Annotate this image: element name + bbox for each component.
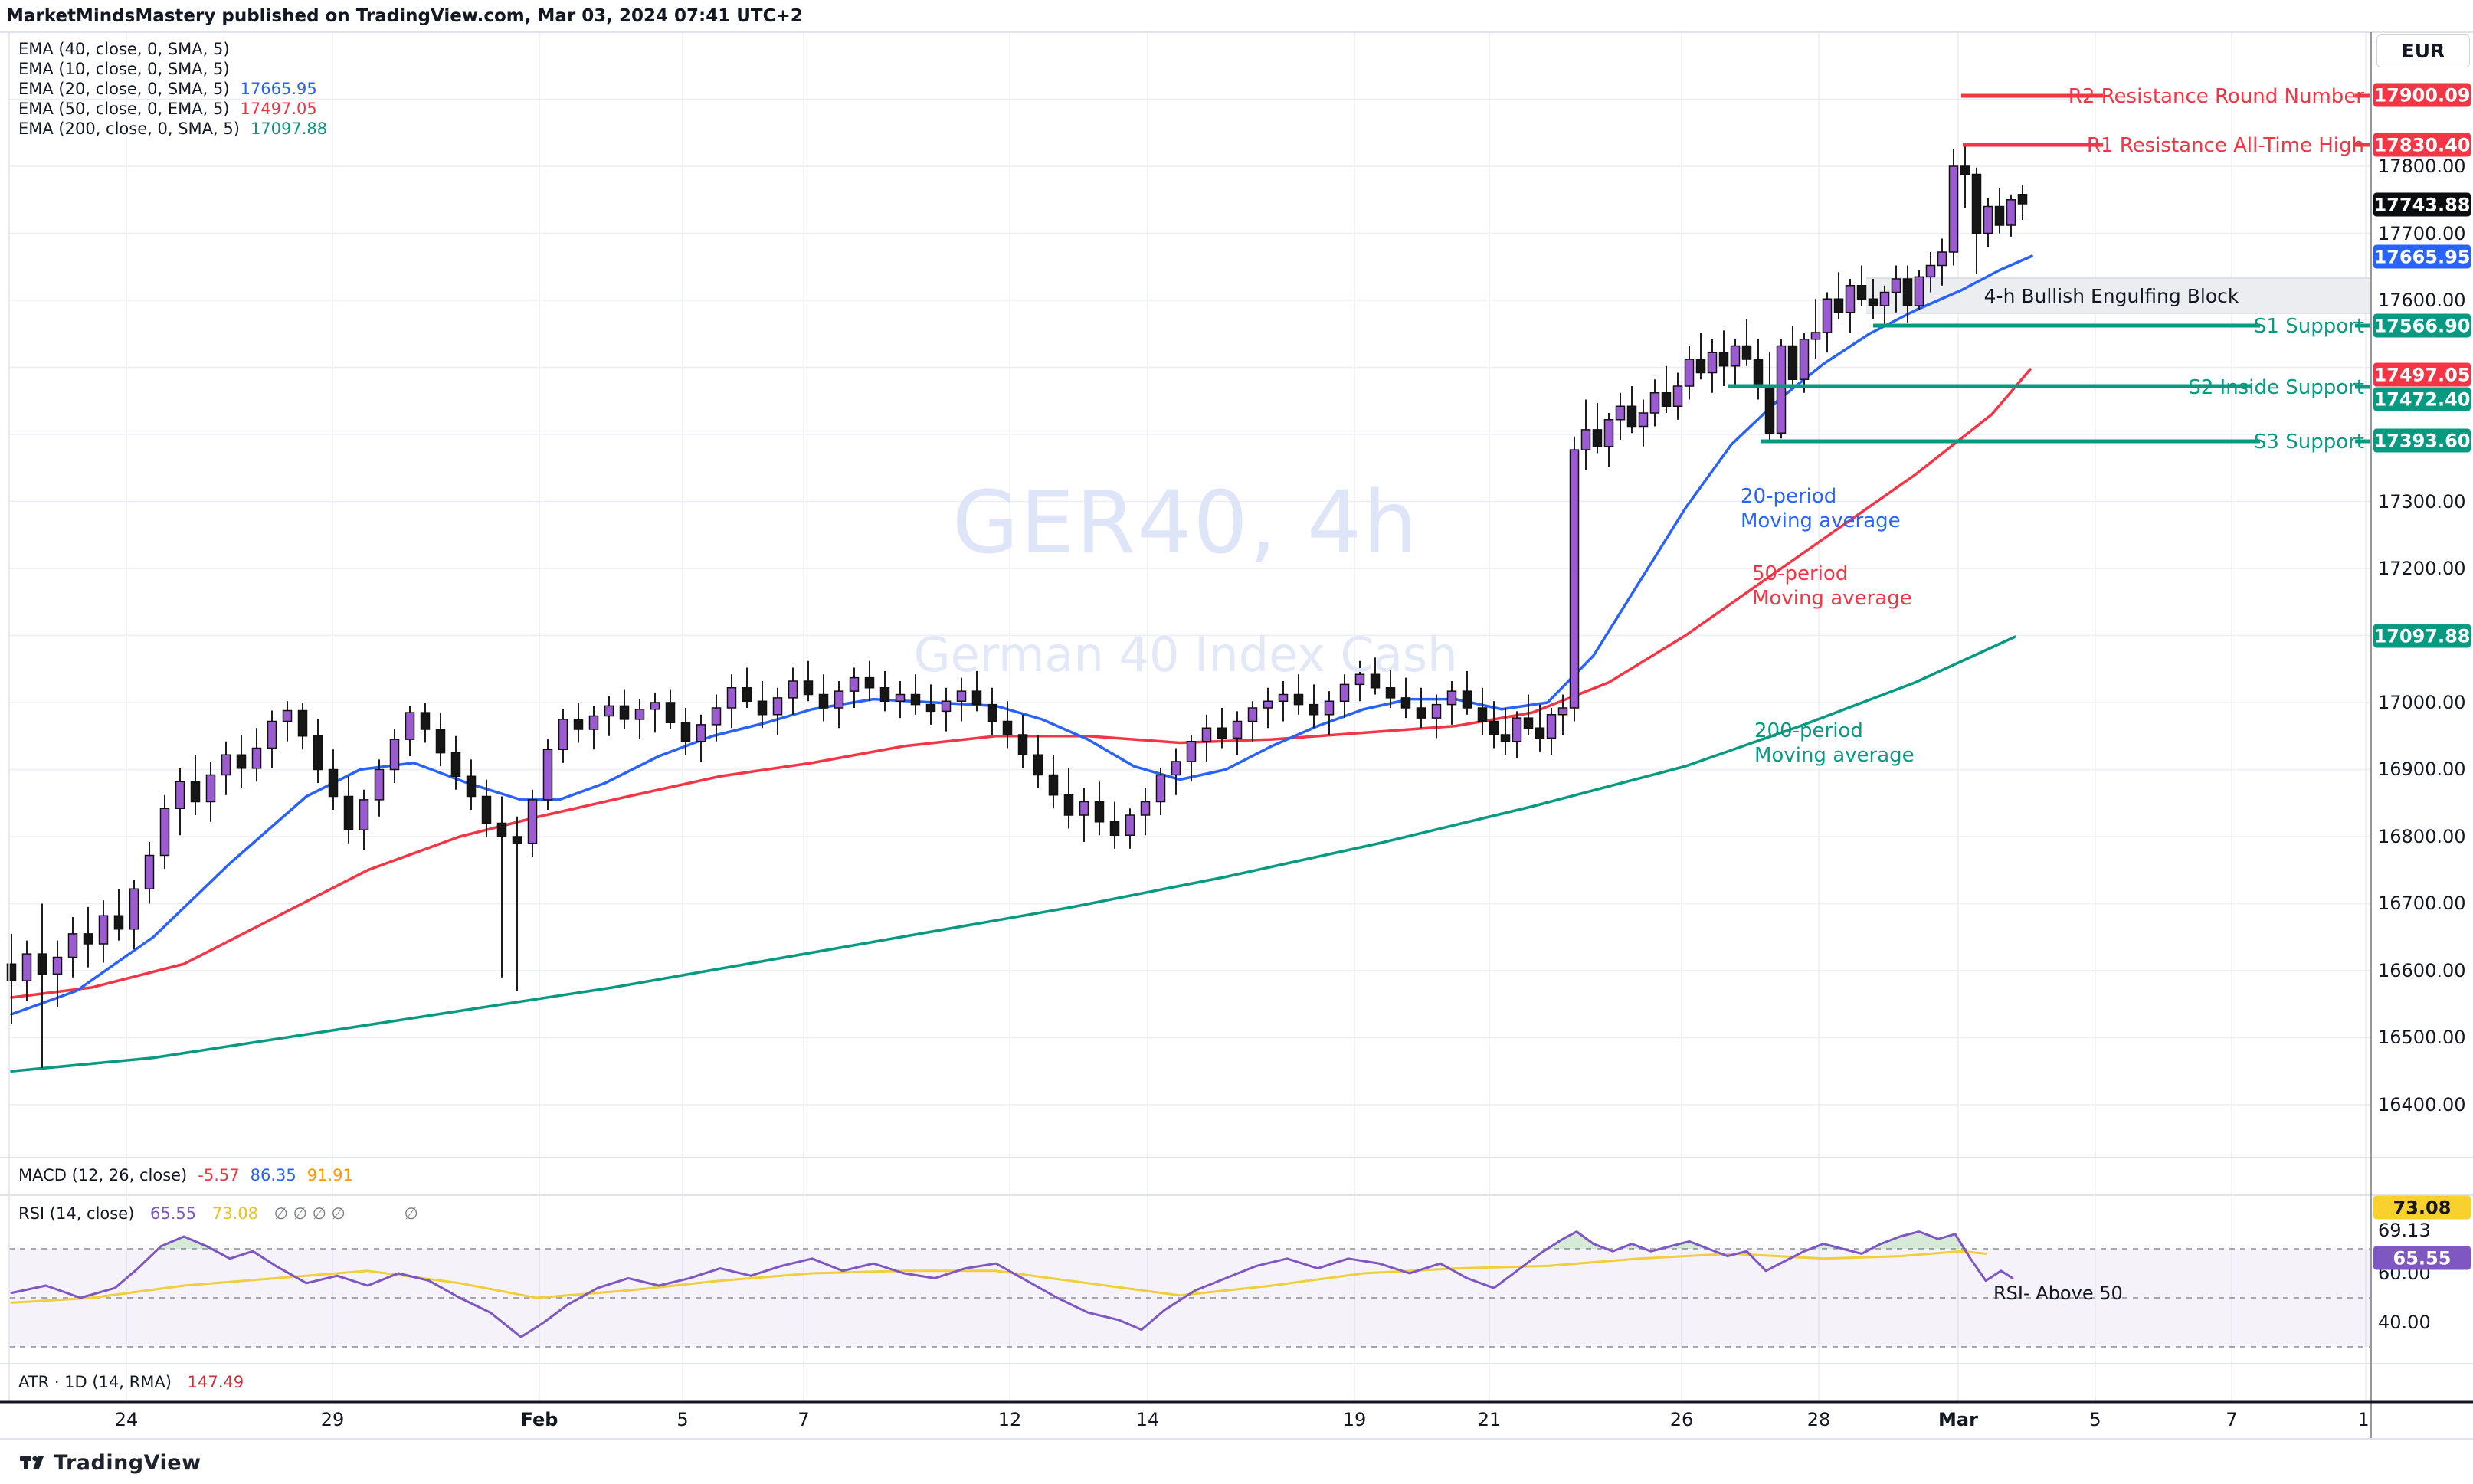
r1-resistance-label: R1 Resistance All-Time High — [2086, 134, 2364, 157]
axis-tick: 16900.00 — [2378, 758, 2466, 780]
time-axis-label: 12 — [997, 1409, 1022, 1430]
axis-tick: 69.13 — [2378, 1220, 2431, 1241]
ema-legend-row: EMA (200, close, 0, SMA, 5) 17097.88 — [18, 120, 328, 138]
ema-legend-row: EMA (20, close, 0, SMA, 5) 17665.95 — [18, 80, 317, 98]
time-axis-label: 7 — [2226, 1409, 2238, 1430]
atr-legend: ATR · 1D (14, RMA) 147.49 — [18, 1373, 244, 1391]
time-axis-label: 24 — [114, 1409, 139, 1430]
currency-button[interactable]: EUR — [2376, 34, 2470, 67]
macd-value: 91.91 — [306, 1166, 353, 1184]
axis-tick: 17800.00 — [2378, 156, 2466, 177]
time-axis-label: 7 — [798, 1409, 810, 1430]
time-axis-label: 21 — [1477, 1409, 1502, 1430]
atr-value: 147.49 — [187, 1373, 244, 1391]
publish-attribution: MarketMindsMastery published on TradingV… — [6, 6, 803, 26]
axis-tick: 16700.00 — [2378, 893, 2466, 914]
time-axis-label: 1 — [2357, 1409, 2370, 1430]
rsi-legend: RSI (14, close) 65.55 73.08 ∅ ∅ ∅ ∅ ∅ — [18, 1204, 418, 1223]
axis-tick: 17600.00 — [2378, 290, 2466, 311]
axis-price-badge: 17097.88 — [2373, 624, 2471, 648]
axis-price-badge: 73.08 — [2373, 1195, 2471, 1220]
ma200-annotation: 200-period Moving average — [1754, 719, 1915, 767]
axis-tick: 16800.00 — [2378, 826, 2466, 847]
rsi-legend-label: RSI (14, close) — [18, 1204, 135, 1223]
time-axis-label: Mar — [1938, 1409, 1978, 1430]
bullish-engulfing-block-label: 4-h Bullish Engulfing Block — [1983, 285, 2239, 307]
axis-price-badge: 17566.90 — [2373, 313, 2471, 338]
ema-legend-row: EMA (50, close, 0, EMA, 5) 17497.05 — [18, 100, 317, 118]
axis-tick: 16600.00 — [2378, 960, 2466, 981]
time-axis-label: 28 — [1806, 1409, 1831, 1430]
ema-legend-row: EMA (40, close, 0, SMA, 5) — [18, 40, 230, 58]
axis-price-badge: 17497.05 — [2373, 362, 2471, 387]
tradingview-logo-icon — [20, 1456, 44, 1469]
axis-price-badge: 17393.60 — [2373, 428, 2471, 453]
s3-support-label: S3 Support — [2253, 431, 2364, 454]
rsi-empty-value-far: ∅ — [404, 1204, 418, 1223]
macd-value: -5.57 — [198, 1166, 240, 1184]
atr-legend-label: ATR · 1D (14, RMA) — [18, 1373, 172, 1391]
rsi-empty-values: ∅ ∅ ∅ ∅ — [274, 1204, 346, 1223]
ema-legend-row: EMA (10, close, 0, SMA, 5) — [18, 60, 230, 78]
s1-support-label: S1 Support — [2253, 315, 2364, 338]
ma20-annotation: 20-period Moving average — [1741, 485, 1901, 532]
footer-brand[interactable]: TradingView — [20, 1451, 201, 1475]
axis-price-badge: 17900.09 — [2373, 83, 2471, 107]
time-axis-label: Feb — [520, 1409, 558, 1430]
time-axis-label: 14 — [1135, 1409, 1160, 1430]
axis-price-badge: 17743.88 — [2373, 192, 2471, 217]
axis-tick: 17000.00 — [2378, 692, 2466, 713]
axis-price-badge: 17830.40 — [2373, 133, 2471, 157]
axis-tick: 17300.00 — [2378, 491, 2466, 513]
axis-price-badge: 17472.40 — [2373, 387, 2471, 411]
r2-resistance-label: R2 Resistance Round Number — [2068, 85, 2364, 108]
axis-tick: 16500.00 — [2378, 1027, 2466, 1048]
time-axis-label: 5 — [676, 1409, 689, 1430]
macd-legend-label: MACD (12, 26, close) — [18, 1166, 188, 1184]
axis-tick: 16400.00 — [2378, 1094, 2466, 1115]
time-axis-label: 29 — [320, 1409, 345, 1430]
axis-price-badge: 65.55 — [2373, 1246, 2471, 1270]
rsi-note: RSI- Above 50 — [1993, 1283, 2123, 1304]
rsi-ma-value: 73.08 — [211, 1204, 258, 1223]
s2-support-label: S2 Inside Support — [2188, 376, 2364, 399]
tradingview-logo-text: TradingView — [54, 1451, 201, 1475]
axis-tick: 17700.00 — [2378, 223, 2466, 244]
axis-tick: 17200.00 — [2378, 558, 2466, 579]
time-axis-label: 5 — [2089, 1409, 2101, 1430]
axis-tick: 40.00 — [2378, 1312, 2431, 1333]
macd-legend: MACD (12, 26, close) -5.57 86.35 91.91 — [18, 1166, 353, 1184]
time-axis-label: 26 — [1669, 1409, 1694, 1430]
time-axis-label: 19 — [1342, 1409, 1367, 1430]
rsi-value: 65.55 — [150, 1204, 197, 1223]
macd-value: 86.35 — [250, 1166, 296, 1184]
ma50-annotation: 50-period Moving average — [1752, 562, 1912, 610]
axis-price-badge: 17665.95 — [2373, 244, 2471, 269]
